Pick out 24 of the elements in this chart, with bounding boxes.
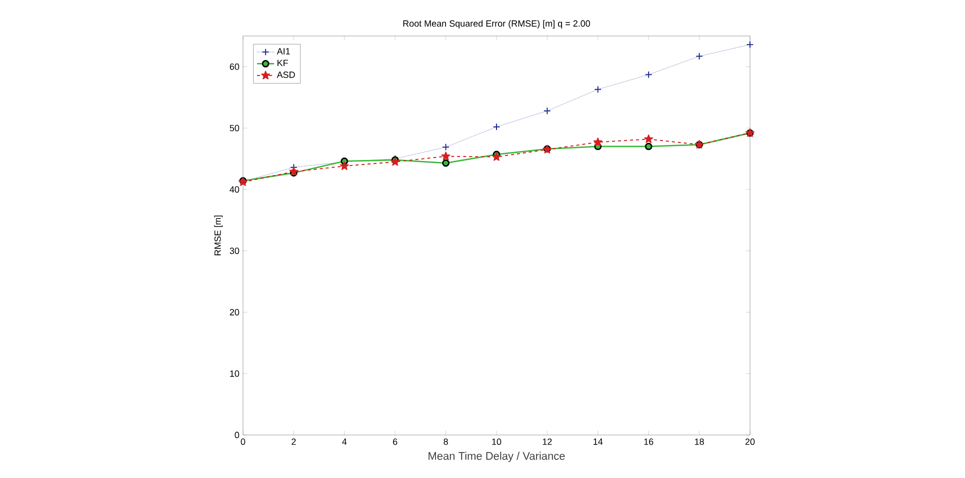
x-tick-label: 10 <box>492 438 502 445</box>
x-tick-label: 18 <box>694 438 704 445</box>
x-tick-label: 2 <box>292 438 296 445</box>
x-tick-label: 8 <box>444 438 448 445</box>
legend-label: KF <box>278 60 288 66</box>
x-tick-label: 16 <box>644 438 654 445</box>
y-tick-label: 40 <box>230 186 240 193</box>
y-tick-label: 10 <box>230 370 240 377</box>
y-tick-label: 30 <box>230 248 240 254</box>
legend-label: ASD <box>276 72 295 78</box>
y-tick-label: 60 <box>230 63 240 70</box>
x-axis-title: Mean Time Delay / Variance <box>428 452 565 462</box>
x-tick-label: 6 <box>393 438 398 445</box>
x-tick-label: 4 <box>342 438 347 445</box>
x-tick-label: 14 <box>594 438 603 445</box>
y-axis-title: RMSE [m] <box>214 216 223 256</box>
x-tick-label: 0 <box>240 438 246 445</box>
y-tick-label: 0 <box>234 432 240 438</box>
chart-title: Root Mean Squared Error (RMSE) [m] q = 2.00 <box>403 20 590 28</box>
y-tick-label: 20 <box>230 309 240 316</box>
x-tick-label: 20 <box>745 438 755 445</box>
y-tick-label: 50 <box>230 124 240 132</box>
legend-label: AI1 <box>276 48 290 54</box>
x-tick-label: 12 <box>542 438 552 445</box>
